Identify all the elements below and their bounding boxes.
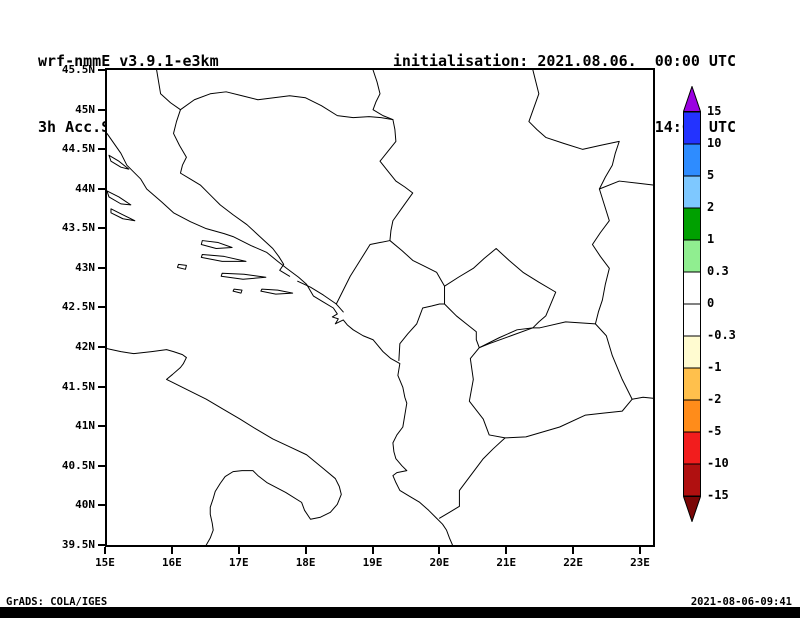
colorbar-label: 0 xyxy=(707,296,715,310)
border-serbia-romania-bulgaria xyxy=(528,70,620,325)
x-axis-label: 23E xyxy=(630,556,650,569)
y-axis-label: 44N xyxy=(75,181,95,195)
colorbar-label: -10 xyxy=(707,456,729,470)
x-axis-tick xyxy=(170,547,173,554)
colorbar-band xyxy=(683,207,701,241)
x-axis-tick xyxy=(505,547,508,554)
y-axis-tick xyxy=(98,504,105,507)
y-axis-label: 40N xyxy=(75,498,95,512)
map-canvas xyxy=(107,70,653,545)
border-bulgaria-greece xyxy=(631,396,653,400)
y-axis-tick xyxy=(98,543,105,546)
border-croatia-bosnia xyxy=(156,70,291,277)
colorbar-label: -0.3 xyxy=(707,328,736,342)
colorbar-band xyxy=(683,175,701,209)
colorbar-label: 2 xyxy=(707,200,715,214)
x-axis-tick xyxy=(104,547,106,554)
y-axis-label: 42N xyxy=(75,340,95,354)
x-axis-tick xyxy=(438,547,441,554)
colorbar-label: 1 xyxy=(707,232,715,246)
x-axis-label: 19E xyxy=(362,556,383,569)
y-axis-tick xyxy=(98,187,105,190)
x-axis-label: 20E xyxy=(429,556,450,569)
colorbar-band xyxy=(683,463,701,497)
colorbar xyxy=(682,84,702,524)
colorbar-up-arrow xyxy=(682,84,702,112)
y-axis-label: 39.5N xyxy=(61,537,95,551)
x-axis-label: 22E xyxy=(563,556,584,569)
colorbar-container xyxy=(682,84,702,526)
colorbar-band xyxy=(683,431,701,465)
y-axis-label: 40.5N xyxy=(61,458,95,472)
model-name: wrf-nmmE_v3.9.1-e3km xyxy=(38,52,219,70)
border-danube-east xyxy=(598,180,653,190)
x-axis-label: 18E xyxy=(295,556,316,569)
y-axis-label: 43.5N xyxy=(61,221,95,235)
border-kosovo xyxy=(444,248,557,349)
y-axis-tick xyxy=(98,385,105,388)
x-axis-tick xyxy=(237,547,240,554)
y-axis-label: 42.5N xyxy=(61,300,95,314)
colorbar-band xyxy=(683,367,701,401)
border-albania-greece xyxy=(439,437,506,519)
colorbar-down-arrow xyxy=(682,496,702,524)
y-axis-tick xyxy=(98,425,105,428)
y-axis-tick xyxy=(98,266,105,269)
y-axis-tick xyxy=(98,306,105,309)
y-axis-label: 43N xyxy=(75,260,95,274)
x-axis-tick xyxy=(371,547,374,554)
bottom-black-bar xyxy=(0,607,800,618)
colorbar-label: 15 xyxy=(707,104,722,118)
y-axis-tick xyxy=(98,346,105,349)
border-bosnia-north-sava xyxy=(179,91,394,121)
x-axis-label: 15E xyxy=(95,556,115,569)
map-plot-frame xyxy=(105,68,655,547)
x-axis-label: 16E xyxy=(161,556,182,569)
colorbar-band xyxy=(683,239,701,273)
y-axis-tick xyxy=(98,464,105,467)
colorbar-label: 0.3 xyxy=(707,264,729,278)
colorbar-label: -15 xyxy=(707,488,729,502)
creation-timestamp: 2021-08-06-09:41 xyxy=(690,596,792,608)
border-serbia-west-drina xyxy=(372,70,414,242)
colorbar-band xyxy=(683,303,701,337)
x-axis-label: 21E xyxy=(496,556,517,569)
x-axis-tick xyxy=(572,547,575,554)
colorbar-label: 10 xyxy=(707,136,722,150)
colorbar-band xyxy=(683,111,701,145)
colorbar-label: -2 xyxy=(707,392,722,406)
border-macedonia xyxy=(468,321,633,439)
initialisation-time: initialisation: 2021.08.06. 00:00 UTC xyxy=(392,52,736,70)
colorbar-band xyxy=(683,335,701,369)
coastline-east-adriatic xyxy=(107,132,453,545)
colorbar-label: -1 xyxy=(707,360,722,374)
adriatic-islands xyxy=(107,154,294,295)
coastline-italy xyxy=(107,348,342,545)
border-croatia-bosnia-south xyxy=(297,280,344,313)
grads-credit: GrADS: COLA/IGES xyxy=(6,596,108,608)
colorbar-band xyxy=(683,143,701,177)
border-montenegro-north xyxy=(335,240,446,305)
colorbar-band xyxy=(683,271,701,305)
x-axis-tick xyxy=(304,547,307,554)
y-axis-tick xyxy=(98,227,105,230)
y-axis-label: 41N xyxy=(75,419,95,433)
y-axis-label: 41.5N xyxy=(61,379,95,393)
border-montenegro-albania xyxy=(398,303,446,362)
x-axis-label: 17E xyxy=(228,556,249,569)
colorbar-label: 5 xyxy=(707,168,715,182)
x-axis-tick xyxy=(639,547,641,554)
colorbar-label: -5 xyxy=(707,424,722,438)
colorbar-band xyxy=(683,399,701,433)
